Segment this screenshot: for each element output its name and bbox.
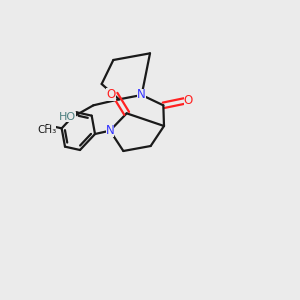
- Text: HO: HO: [59, 112, 76, 122]
- Text: N: N: [106, 124, 114, 137]
- Text: O: O: [184, 94, 193, 107]
- Text: CH₃: CH₃: [37, 125, 56, 135]
- Text: N: N: [137, 88, 146, 101]
- Text: O: O: [106, 88, 116, 101]
